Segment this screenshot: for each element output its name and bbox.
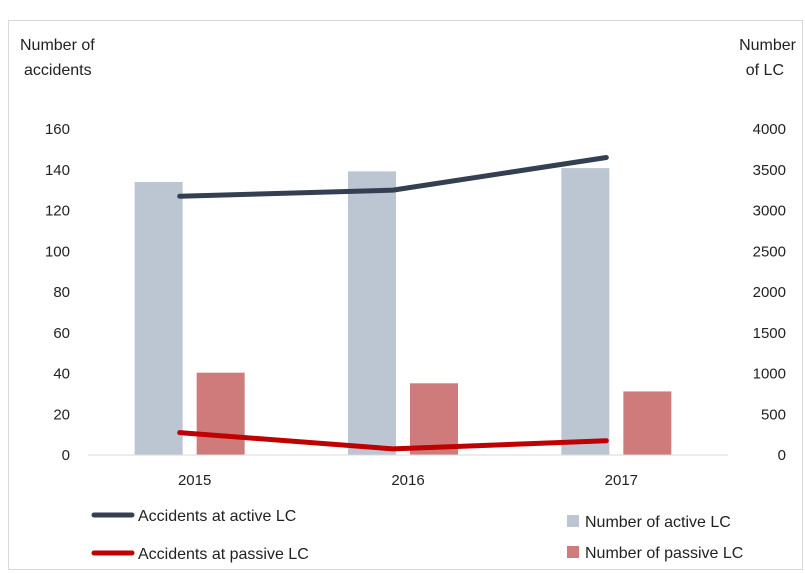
y-right-title-line-2: of LC — [746, 62, 784, 79]
legend-bar-swatch — [567, 515, 579, 527]
y-left-title: Number of accidents — [20, 37, 95, 79]
legend-bar-swatch — [567, 546, 579, 558]
bar-passive-lc — [196, 372, 245, 455]
y-right-tick-label: 4000 — [753, 121, 786, 138]
y-right-title: Number of LC — [739, 37, 797, 79]
y-left-title-line-1: Number of — [20, 37, 95, 54]
y-right-tick-label: 2000 — [753, 284, 786, 301]
x-tick-labels: 2015 2016 2017 — [178, 472, 638, 489]
legend-label: Number of active LC — [585, 514, 731, 531]
lines-layer — [177, 155, 609, 452]
y-left-tick-label: 20 — [53, 406, 70, 423]
legend-label: Number of passive LC — [585, 545, 743, 562]
y-right-tick-label: 0 — [778, 447, 786, 464]
x-tick-label: 2015 — [178, 472, 211, 489]
bar-passive-lc — [410, 383, 458, 455]
y-right-tick-label: 500 — [761, 406, 786, 423]
y-right-tick-label: 3500 — [753, 162, 786, 179]
y-right-tick-label: 3000 — [753, 203, 786, 220]
legend-label: Accidents at passive LC — [138, 546, 309, 563]
y-right-ticks: 0 500 1000 1500 2000 2500 3000 3500 4000 — [753, 121, 786, 464]
y-left-tick-label: 0 — [62, 447, 70, 464]
y-right-title-line-1: Number — [739, 37, 797, 54]
y-left-tick-label: 140 — [45, 162, 70, 179]
bar-active-lc — [348, 171, 396, 455]
bar-passive-lc — [623, 391, 672, 455]
y-right-tick-label: 2500 — [753, 243, 786, 260]
legend-label: Accidents at active LC — [138, 508, 296, 525]
y-left-ticks: 0 20 40 60 80 100 120 140 160 — [45, 121, 70, 464]
y-left-tick-label: 120 — [45, 203, 70, 220]
x-tick-label: 2016 — [391, 472, 424, 489]
y-left-tick-label: 160 — [45, 121, 70, 138]
bars-layer — [134, 168, 672, 455]
y-left-tick-label: 60 — [53, 325, 70, 342]
line-accidents-active-lc — [177, 155, 609, 199]
x-tick-label: 2017 — [605, 472, 638, 489]
bar-active-lc — [134, 181, 183, 455]
y-left-tick-label: 40 — [53, 366, 70, 383]
bar-active-lc — [561, 168, 610, 455]
y-left-tick-label: 80 — [53, 284, 70, 301]
legend: Accidents at active LC Accidents at passi… — [91, 508, 743, 563]
y-right-tick-label: 1500 — [753, 325, 786, 342]
y-left-title-line-2: accidents — [24, 62, 92, 79]
y-left-tick-label: 100 — [45, 243, 70, 260]
line-accidents-passive-lc — [177, 430, 609, 452]
y-right-tick-label: 1000 — [753, 366, 786, 383]
